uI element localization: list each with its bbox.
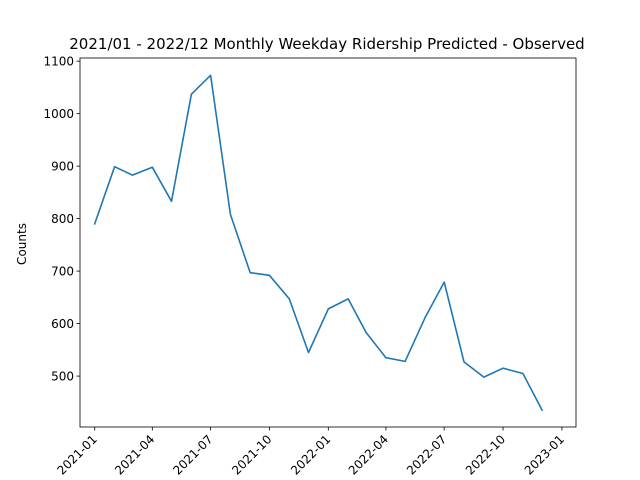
x-tick-label: 2021-01 — [54, 432, 99, 477]
x-tick-label: 2022-04 — [346, 432, 391, 477]
series-line — [93, 74, 544, 412]
x-axis-ticks: 2021-01 2021-04 2021-07 2021-10 2022-01 2022-… — [54, 427, 567, 478]
axes-frame — [79, 57, 577, 428]
x-tick-label: 2021-04 — [112, 432, 157, 477]
y-tick-label: 800 — [51, 212, 74, 226]
y-tick-label: 600 — [51, 317, 74, 331]
y-axis-ticks: 500 600 700 800 900 1000 1100 — [43, 54, 80, 383]
x-tick-label: 2021-10 — [229, 432, 274, 477]
x-tick-label: 2021-07 — [170, 432, 215, 477]
y-tick-label: 900 — [51, 159, 74, 173]
chart-title: 2021/01 - 2022/12 Monthly Weekday Riders… — [69, 35, 584, 53]
x-tick-label: 2022-07 — [404, 432, 449, 477]
x-tick-label: 2022-10 — [463, 432, 508, 477]
y-tick-label: 1100 — [43, 54, 74, 68]
y-axis-label: Counts — [15, 223, 29, 265]
y-tick-label: 500 — [51, 369, 74, 383]
x-tick-label: 2023-01 — [522, 432, 567, 477]
x-tick-label: 2022-01 — [288, 432, 333, 477]
plot-area — [93, 74, 544, 412]
y-tick-label: 700 — [51, 264, 74, 278]
y-tick-label: 1000 — [43, 107, 74, 121]
